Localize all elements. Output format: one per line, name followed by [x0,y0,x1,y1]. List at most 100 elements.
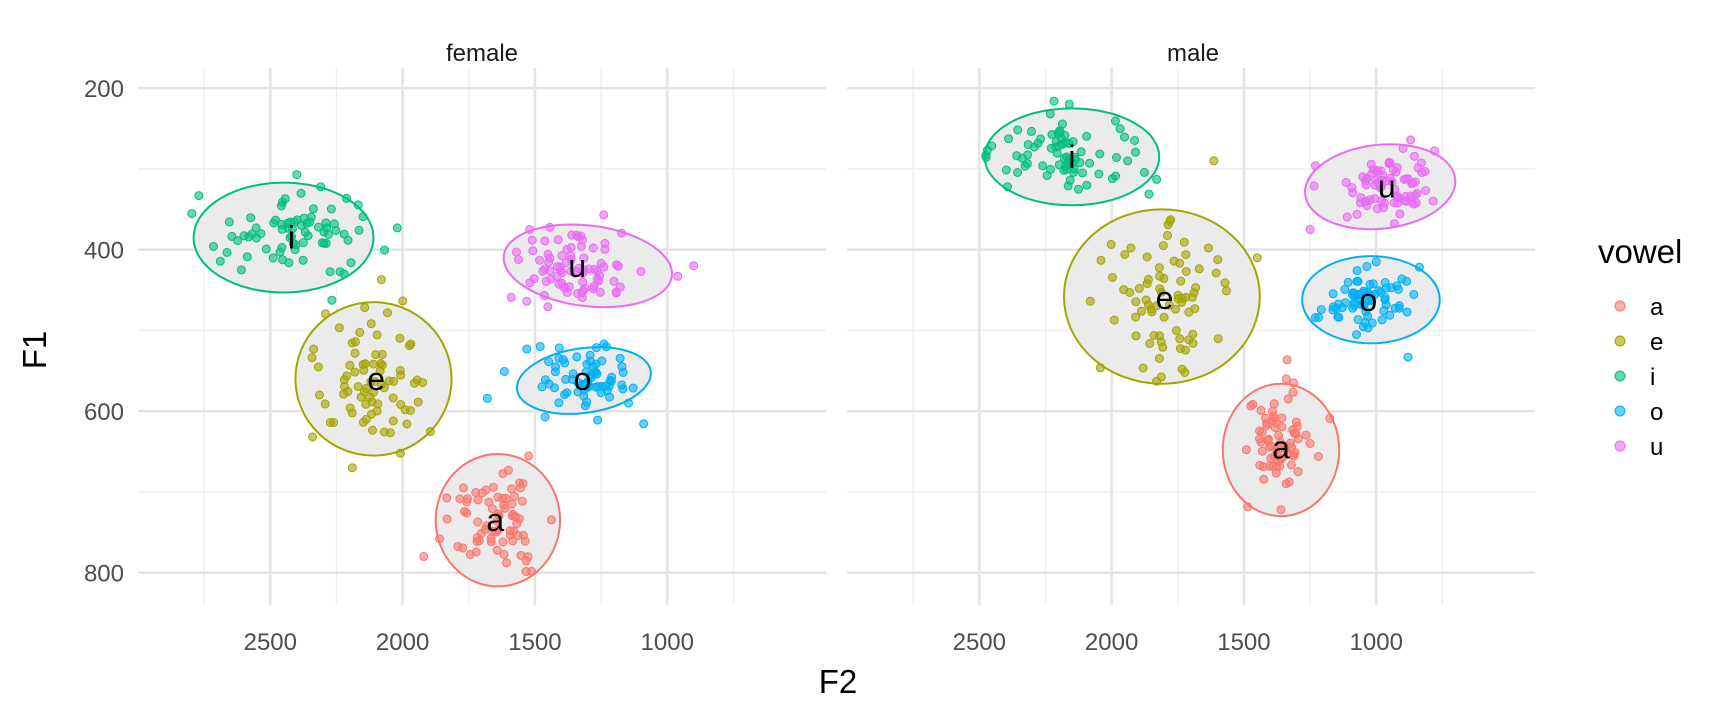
point-i [194,191,204,201]
point-i [1139,167,1149,177]
point-e [1154,354,1164,363]
point-i [392,223,402,233]
point-u [599,262,609,272]
legend-label-u: u [1650,434,1663,461]
x-tick-label: 2500 [244,629,297,656]
legend-label-o: o [1650,399,1663,426]
point-a [472,533,482,542]
point-e [413,397,423,407]
point-i [296,220,306,230]
point-e [1181,267,1191,276]
point-u [611,287,621,297]
point-i [252,233,261,243]
point-a [442,514,452,524]
point-u [590,264,599,274]
point-e [366,377,376,387]
point-e [388,416,398,426]
point-u [579,265,589,275]
point-o [550,383,559,393]
point-u [514,255,523,265]
point-a [505,530,515,540]
y-tick-label: 800 [84,561,124,588]
point-u [528,246,538,256]
point-e [329,418,339,427]
x-tick-label: 1500 [1217,629,1270,656]
point-a [1277,453,1287,463]
point-u [1372,166,1382,176]
point-e [369,387,379,397]
point-e [1142,279,1152,289]
x-tick-label: 2000 [376,629,429,656]
point-e [308,432,318,442]
point-a [1266,454,1276,463]
point-i [354,225,364,235]
point-a [1277,413,1287,423]
point-i [280,194,290,204]
point-i [187,209,197,219]
point-u [545,222,555,232]
point-e [358,417,368,427]
point-e [366,319,376,329]
point-a [547,515,556,525]
centroid-label-i: i [288,220,295,256]
point-u [1390,184,1400,194]
point-e [350,348,360,358]
point-e [1190,304,1200,314]
point-a [515,483,525,493]
point-i [353,200,363,210]
point-a [1255,434,1264,444]
legend-key-a [1614,300,1626,312]
panel-title-male: male [1167,40,1219,67]
centroid-label-o: o [574,361,592,397]
point-u [609,276,619,286]
point-a [1259,474,1269,484]
point-e [1213,334,1223,344]
point-a [493,492,503,502]
point-i [1073,184,1083,194]
point-e [1147,307,1157,317]
centroid-label-e: e [367,361,385,397]
point-u [592,275,602,284]
point-u [579,253,589,263]
point-u [552,262,562,272]
point-e [1119,285,1129,295]
point-e [321,309,330,319]
legend-label-e: e [1650,329,1663,356]
point-o [1409,290,1419,299]
point-i [1027,126,1036,136]
point-a [1286,460,1296,470]
point-u [1407,197,1417,207]
point-i [346,258,356,268]
point-i [1049,96,1059,106]
point-u [673,271,683,281]
point-e [410,378,419,388]
point-o [1334,312,1344,322]
point-a [1291,429,1301,439]
point-i [314,222,323,232]
point-o [601,342,611,352]
point-i [1038,161,1048,171]
point-o [1328,289,1338,299]
point-i [1029,142,1039,152]
point-e [320,399,330,409]
point-a [507,499,517,509]
point-e [1145,339,1155,348]
point-u [1310,161,1320,171]
point-i [1013,168,1023,177]
point-i [1120,132,1129,142]
point-e [347,408,357,418]
point-i [239,231,249,241]
point-e [1152,376,1162,386]
point-a [1290,447,1300,457]
point-e [1108,273,1117,282]
point-a [502,558,511,568]
point-e [1164,300,1174,310]
point-o [562,388,572,398]
point-o [540,375,550,385]
point-u [566,266,576,276]
point-u [557,251,567,261]
point-i [326,204,336,214]
point-e [1203,243,1213,253]
